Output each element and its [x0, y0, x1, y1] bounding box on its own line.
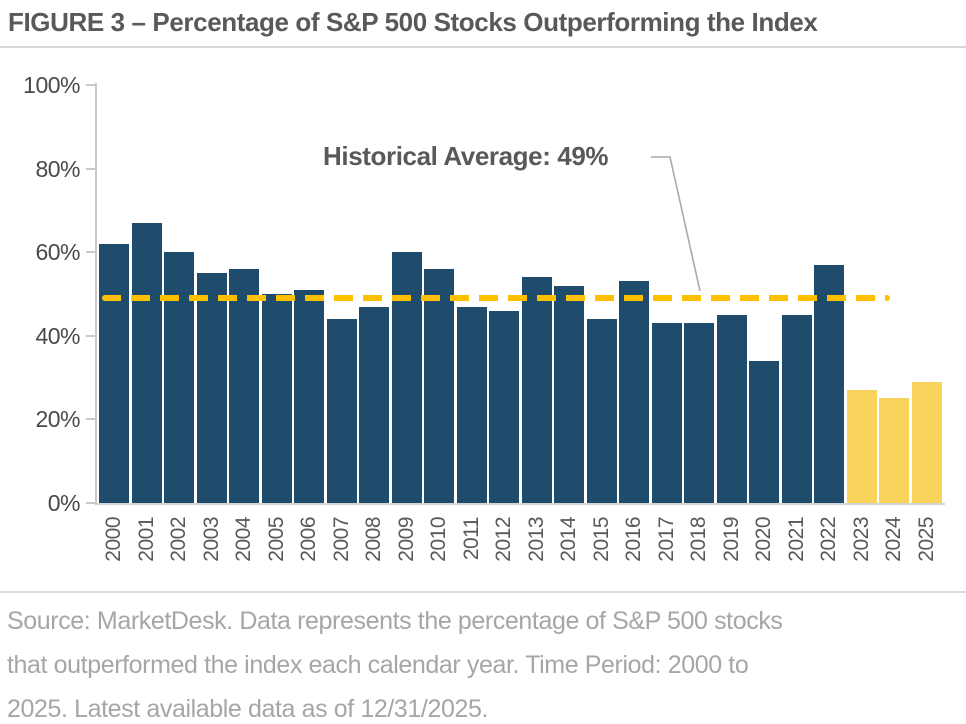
x-label-2024: 2024: [882, 517, 905, 562]
x-label-2002: 2002: [167, 517, 190, 562]
bar-2010: [424, 269, 454, 503]
bar-2020: [749, 361, 779, 503]
bar-2012: [489, 311, 519, 503]
x-label-2022: 2022: [817, 517, 840, 562]
x-axis-line: [95, 503, 945, 505]
source-note-line: Source: MarketDesk. Data represents the …: [7, 607, 783, 635]
bar-2006: [294, 290, 324, 503]
y-tick-40: [86, 334, 95, 337]
y-tick-100: [86, 84, 95, 86]
footer-divider: [0, 591, 966, 593]
y-tick-0: [86, 502, 95, 504]
bar-2001: [132, 223, 162, 503]
x-label-2019: 2019: [720, 517, 743, 562]
y-axis-line: [95, 83, 97, 505]
bar-2003: [197, 273, 227, 503]
y-tick-60: [86, 251, 95, 254]
bar-2004: [229, 269, 259, 503]
x-label-2001: 2001: [135, 517, 158, 562]
x-label-2006: 2006: [297, 517, 320, 562]
x-label-2009: 2009: [395, 517, 418, 562]
source-note-line: 2025. Latest available data as of 12/31/…: [7, 695, 488, 723]
y-label-0: 0%: [47, 490, 81, 516]
bar-2005: [262, 294, 292, 503]
x-label-2020: 2020: [752, 517, 775, 562]
x-label-2015: 2015: [590, 517, 613, 562]
source-note: Source: MarketDesk. Data represents the …: [7, 599, 959, 724]
x-label-2014: 2014: [557, 517, 580, 562]
bar-2002: [164, 252, 194, 503]
bar-2016: [619, 281, 649, 503]
y-label-100: 100%: [23, 72, 80, 98]
bar-2008: [359, 307, 389, 503]
bar-2007: [327, 319, 357, 503]
x-label-2018: 2018: [687, 517, 710, 562]
y-label-80: 80%: [35, 155, 80, 182]
x-label-2007: 2007: [330, 517, 353, 562]
x-label-2021: 2021: [785, 517, 808, 562]
average-dashed-line: [102, 295, 890, 302]
y-label-20: 20%: [35, 406, 80, 433]
x-label-2013: 2013: [525, 517, 548, 562]
y-label-60: 60%: [35, 239, 80, 266]
x-label-2008: 2008: [362, 517, 385, 562]
bar-2011: [457, 307, 487, 503]
y-label-40: 40%: [35, 322, 80, 349]
bar-2017: [652, 323, 682, 503]
title-divider: [0, 46, 966, 48]
y-tick-80: [86, 167, 95, 170]
x-label-2012: 2012: [492, 517, 515, 562]
bar-2023: [847, 390, 877, 503]
x-label-2003: 2003: [200, 517, 223, 562]
figure-title: FIGURE 3 – Percentage of S&P 500 Stocks …: [8, 7, 818, 37]
bar-2021: [782, 315, 812, 503]
bar-2018: [684, 323, 714, 503]
bar-2013: [522, 277, 552, 503]
x-label-2004: 2004: [232, 517, 255, 562]
x-label-2010: 2010: [427, 517, 450, 562]
x-label-2016: 2016: [622, 517, 645, 562]
bar-2024: [879, 398, 909, 503]
x-label-2011: 2011: [460, 517, 483, 561]
x-label-2000: 2000: [102, 517, 125, 562]
bar-2022: [814, 265, 844, 503]
x-label-2023: 2023: [850, 517, 873, 562]
x-label-2005: 2005: [265, 517, 288, 562]
bar-chart: 29%202525%202427%20232022202120202019201…: [23, 72, 945, 562]
x-label-2017: 2017: [655, 517, 678, 562]
average-annotation: Historical Average: 49%: [323, 141, 609, 171]
bar-2009: [392, 252, 422, 503]
bar-2000: [99, 244, 129, 503]
source-note-line: that outperformed the index each calenda…: [7, 651, 749, 679]
x-label-2025: 2025: [915, 517, 938, 562]
bar-2025: [912, 382, 942, 503]
y-tick-20: [86, 418, 95, 421]
bar-2019: [717, 315, 747, 503]
bar-2015: [587, 319, 617, 503]
bar-2014: [554, 286, 584, 503]
